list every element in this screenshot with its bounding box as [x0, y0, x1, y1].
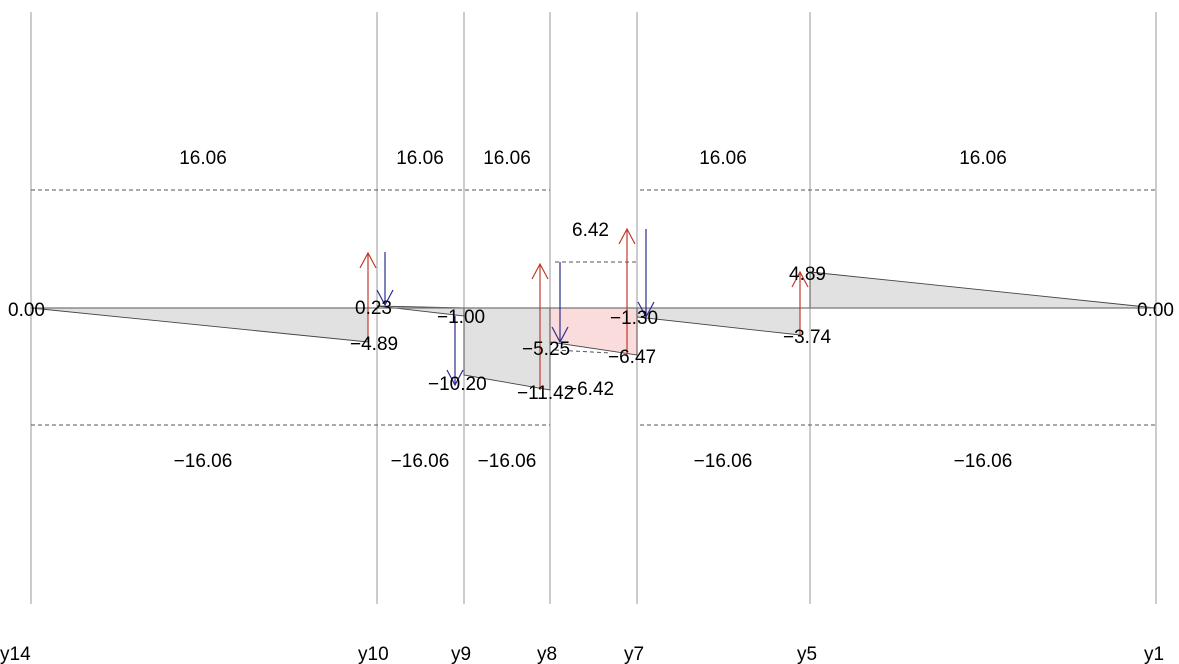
- lower-limit-labels: −16.06 −16.06 −16.06 −16.06 −16.06: [174, 451, 1013, 472]
- value-labels: 0.00 0.00 0.23 −4.89 −1.00 −10.20 −11.42…: [8, 220, 1174, 404]
- gridline-label-y1: y1: [1144, 644, 1164, 664]
- lower-limit-label: −16.06: [478, 451, 537, 472]
- limit-lines: [31, 189, 1156, 426]
- arrow-up-y7: [618, 227, 636, 355]
- gridline-label-y9: y9: [451, 644, 471, 664]
- upper-limit-label: 16.06: [699, 148, 747, 169]
- segment-y5-y1: [809, 271, 1157, 309]
- value-label-y5-top: 4.89: [789, 264, 826, 285]
- moment-diagram: [30, 261, 1157, 391]
- peak-guide-bottom: [554, 349, 611, 354]
- upper-limit-label: 16.06: [179, 148, 227, 169]
- value-label-y7-top: −1.30: [610, 308, 658, 329]
- lower-limit-label: −16.06: [391, 451, 450, 472]
- arrow-down-y7: [637, 229, 655, 319]
- value-label-y8-left: −5.25: [522, 339, 570, 360]
- upper-limit-label: 16.06: [483, 148, 531, 169]
- lower-limit-label: −16.06: [694, 451, 753, 472]
- lower-limit-label: −16.06: [954, 451, 1013, 472]
- value-label-y8-mid: −6.42: [566, 379, 614, 400]
- upper-limit-labels: 16.06 16.06 16.06 16.06 16.06: [179, 148, 1007, 169]
- value-label-left-end: 0.00: [8, 300, 45, 321]
- value-label-y10-top: 0.23: [355, 298, 392, 319]
- value-label-y9-top: −1.00: [437, 307, 485, 328]
- gridline-label-y8: y8: [537, 644, 557, 664]
- segment-y7-y5: [636, 307, 801, 336]
- gridline-labels: y14 y10 y9 y8 y7 y5 y1: [0, 644, 1164, 664]
- value-label-y5-bottom: −3.74: [783, 327, 832, 348]
- upper-limit-label: 16.06: [396, 148, 444, 169]
- gridline-label-y5: y5: [797, 644, 817, 664]
- value-label-right-end: 0.00: [1137, 300, 1174, 321]
- gridline-label-y10: y10: [358, 644, 389, 664]
- gridline-label-y7: y7: [624, 644, 644, 664]
- arrow-down-y9: [446, 316, 464, 387]
- value-label-y8-bottom: −11.42: [517, 383, 574, 404]
- arrow-up-y10: [359, 251, 377, 340]
- value-label-peak: 6.42: [572, 220, 609, 241]
- arrow-down-y10: [376, 252, 394, 307]
- value-label-y9-bottom: −10.20: [428, 374, 487, 395]
- load-arrows: [359, 227, 809, 390]
- gridline-label-y14: y14: [0, 644, 31, 664]
- arrow-up-y8: [531, 262, 549, 390]
- arrow-up-y5: [791, 270, 809, 335]
- lower-limit-label: −16.06: [174, 451, 233, 472]
- arrow-down-y8: [551, 262, 569, 344]
- upper-limit-label: 16.06: [959, 148, 1007, 169]
- segment-y14-y10: [30, 307, 369, 343]
- value-label-y7-bottom: −6.47: [608, 347, 656, 368]
- value-label-y10-bottom: −4.89: [350, 334, 398, 355]
